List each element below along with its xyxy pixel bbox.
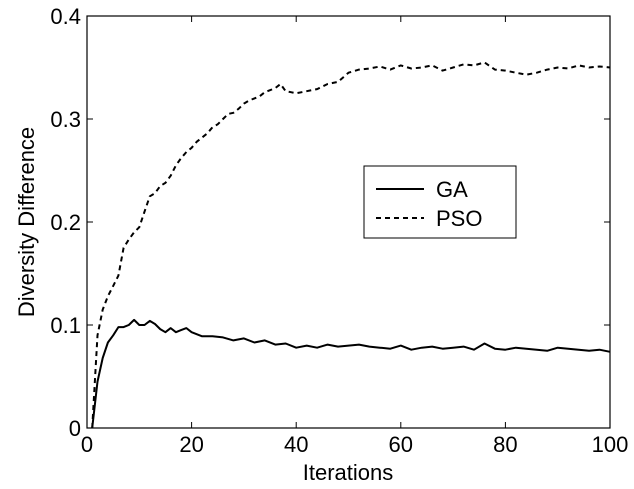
x-tick-label: 80 (493, 432, 517, 457)
series-line-pso (91, 61, 611, 429)
legend-label-pso: PSO (436, 206, 482, 231)
legend-box (363, 165, 517, 239)
x-tick-label: 100 (592, 432, 629, 457)
y-tick-label: 0 (69, 416, 81, 441)
x-tick-label: 0 (81, 432, 93, 457)
y-tick-label: 0.1 (50, 313, 81, 338)
plot-frame (86, 15, 611, 429)
series-line-ga (91, 318, 611, 429)
y-axis-title: Diversity Difference (14, 127, 39, 317)
x-tick-label: 20 (179, 432, 203, 457)
legend: GA PSO (363, 165, 517, 239)
y-tick-label: 0.3 (50, 107, 81, 132)
x-tick-label: 40 (284, 432, 308, 457)
x-tick-label: 60 (389, 432, 413, 457)
plot-area (91, 61, 611, 429)
y-tick-label: 0.2 (50, 210, 81, 235)
legend-label-ga: GA (436, 177, 468, 202)
y-tick-label: 0.4 (50, 4, 81, 29)
x-axis-title: Iterations (303, 460, 394, 485)
axes: 0 20 40 60 80 100 0 0.1 0.2 0.3 0.4 (50, 4, 628, 457)
